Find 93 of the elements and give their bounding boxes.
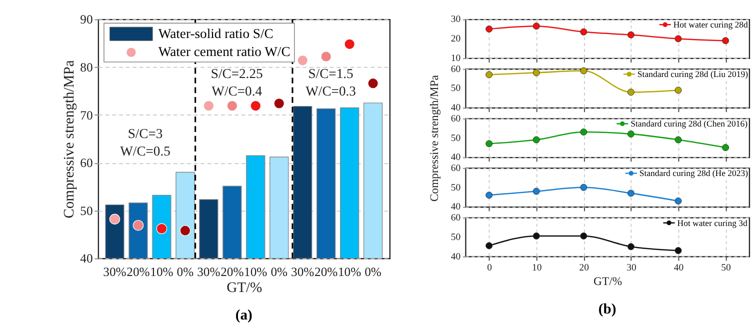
point — [532, 136, 540, 144]
point — [674, 247, 682, 254]
x-axis-title: GT/% — [226, 280, 262, 296]
point — [674, 136, 682, 144]
y-tick-label: 40 — [450, 202, 461, 213]
point — [627, 31, 634, 38]
point — [580, 28, 588, 36]
x-tick-label: 50 — [721, 262, 732, 274]
y-tick-label: 10 — [450, 53, 461, 64]
x-tick-label: 20% — [314, 264, 338, 279]
point — [627, 243, 634, 250]
point — [580, 67, 588, 74]
x-tick-label: 30 — [626, 262, 636, 274]
x-tick-label: 40 — [674, 262, 684, 274]
y-tick-label: 60 — [450, 113, 461, 124]
y-tick-label: 40 — [450, 102, 461, 114]
x-tick-label: 20 — [579, 262, 590, 274]
legend-label: Hot water curing 28d — [673, 20, 748, 30]
point — [109, 214, 120, 225]
point — [580, 128, 588, 136]
y-tick-label: 60 — [80, 156, 93, 170]
point — [532, 188, 540, 195]
point — [674, 197, 682, 204]
annotation: S/C=2.25 W/C=0.4 — [210, 66, 263, 99]
point — [486, 71, 493, 78]
x-tick-label: 10% — [244, 264, 268, 279]
text: (b) — [598, 302, 616, 318]
y-axis-title: Compressive strength/MPa — [428, 74, 442, 202]
y-tick-label: 30 — [450, 14, 461, 26]
point — [226, 100, 238, 112]
annotation: S/C=1.5 W/C=0.3 — [306, 66, 356, 99]
y-tick-label: 60 — [450, 162, 461, 174]
point — [250, 100, 262, 112]
x-tick-label: 30% — [197, 264, 221, 279]
x-tick-label: 20% — [126, 264, 150, 279]
point — [532, 232, 540, 240]
point — [486, 242, 493, 250]
x-tick-label: 10% — [338, 264, 362, 279]
legend-label: Standard curing 28d (He 2023) — [639, 168, 748, 178]
annotation: S/C=3 W/C=0.5 — [120, 126, 171, 158]
point — [532, 22, 540, 30]
point — [674, 35, 682, 42]
point — [486, 140, 493, 148]
point — [674, 86, 682, 94]
point — [532, 69, 540, 76]
point — [344, 38, 355, 50]
y-tick-label: 60 — [450, 212, 461, 224]
y-tick-label: 50 — [450, 132, 461, 144]
x-tick-label: 30% — [291, 264, 315, 279]
point — [203, 100, 214, 112]
point — [580, 184, 588, 191]
y-tick-label: 40 — [450, 251, 461, 262]
point — [627, 190, 634, 197]
point — [180, 225, 191, 236]
point — [486, 26, 493, 33]
text: (a) — [235, 308, 253, 324]
y-tick-label: 80 — [80, 60, 93, 74]
x-tick-label: 0% — [270, 264, 288, 279]
point — [627, 130, 634, 138]
point — [486, 192, 493, 199]
y-tick-label: 60 — [450, 64, 461, 75]
legend-label: Standard curing 28d (Chen 2016) — [630, 118, 748, 129]
point — [156, 223, 168, 234]
x-tick-label: 10% — [150, 264, 174, 279]
y-tick-label: 50 — [450, 232, 461, 243]
point — [132, 220, 144, 231]
y-tick-label: 50 — [450, 83, 461, 94]
x-axis-title: GT/% — [594, 275, 622, 288]
point — [368, 78, 378, 89]
y-tick-label: 40 — [450, 152, 461, 164]
legend-label: Hot water curing 3d — [677, 218, 748, 228]
point — [722, 144, 730, 152]
point — [722, 37, 730, 44]
point — [274, 98, 285, 109]
y-axis-title: Compressive strength/MPa — [61, 60, 78, 218]
y-tick-label: 20 — [450, 34, 461, 45]
point — [297, 55, 308, 66]
x-tick-label: 0% — [176, 264, 194, 279]
y-tick-label: 70 — [80, 108, 93, 122]
x-tick-label: 20% — [220, 264, 244, 279]
legend-label: Water-solid ratio S/C — [158, 26, 274, 41]
x-tick-label: 30% — [103, 264, 127, 279]
y-tick-label: 50 — [450, 182, 461, 194]
x-tick-label: 10 — [532, 262, 542, 274]
x-tick-label: 0 — [487, 262, 492, 274]
y-tick-label: 90 — [80, 12, 93, 27]
point — [320, 51, 332, 62]
x-tick-label: 0% — [364, 264, 382, 279]
point — [580, 232, 588, 240]
legend-label: Water cement ratio W/C — [158, 44, 290, 60]
y-tick-label: 50 — [80, 204, 93, 218]
legend-label: Standard curing 28d (Liu 2019) — [637, 69, 748, 80]
point — [627, 88, 634, 96]
